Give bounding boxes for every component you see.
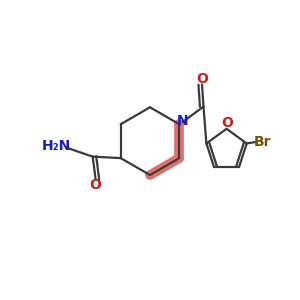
Text: O: O bbox=[90, 178, 102, 193]
Text: O: O bbox=[196, 72, 208, 86]
Text: O: O bbox=[221, 116, 233, 130]
Text: H₂N: H₂N bbox=[42, 139, 71, 153]
Text: Br: Br bbox=[254, 135, 272, 149]
Text: N: N bbox=[176, 114, 188, 128]
